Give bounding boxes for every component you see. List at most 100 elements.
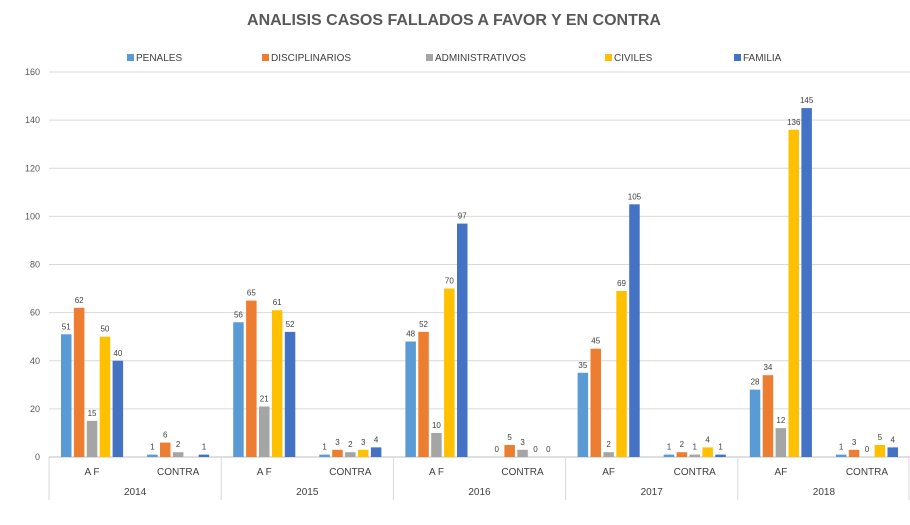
data-label: 52 xyxy=(286,320,295,329)
bar-civiles xyxy=(99,336,111,457)
x-group-label: 2016 xyxy=(468,487,491,498)
data-label: 0 xyxy=(533,445,538,454)
data-label: 45 xyxy=(591,337,600,346)
y-tick-label: 0 xyxy=(35,452,40,462)
data-label: 97 xyxy=(458,212,467,221)
data-label: 34 xyxy=(763,363,772,372)
x-category-label: A F xyxy=(429,467,444,478)
data-label: 1 xyxy=(150,443,155,452)
bar-disciplinarios xyxy=(676,452,688,457)
bar-civiles xyxy=(444,288,455,457)
bar-penales xyxy=(663,454,675,457)
gridlines xyxy=(49,71,910,458)
bar-civiles xyxy=(874,444,886,457)
data-label: 1 xyxy=(667,443,672,452)
x-category-label: CONTRA xyxy=(157,467,200,478)
x-category-label: A F xyxy=(257,467,272,478)
bar-penales xyxy=(835,454,847,457)
data-label: 51 xyxy=(62,322,71,331)
data-label: 0 xyxy=(495,445,500,454)
data-label: 52 xyxy=(419,320,428,329)
bar-familia xyxy=(198,454,210,457)
y-tick-label: 120 xyxy=(25,163,40,173)
data-label: 70 xyxy=(445,277,454,286)
x-category-label: AF xyxy=(774,467,787,478)
legend-swatch xyxy=(127,54,134,61)
legend-label: PENALES xyxy=(136,53,182,64)
data-label: 50 xyxy=(100,325,109,334)
bar-administrativos xyxy=(259,406,270,457)
legend: PENALES DISCIPLINARIOS ADMINISTRATIVOS CIVI… xyxy=(127,53,782,64)
y-tick-label: 60 xyxy=(30,308,40,318)
bar-penales xyxy=(405,341,416,457)
x-group-label: 2018 xyxy=(813,487,836,498)
data-label: 1 xyxy=(839,443,844,452)
bar-administrativos xyxy=(689,454,700,457)
bar-penales xyxy=(577,372,589,457)
legend-label: FAMILIA xyxy=(743,53,782,64)
bar-disciplinarios xyxy=(160,442,171,457)
bar-disciplinarios xyxy=(848,449,860,457)
bar-civiles xyxy=(271,310,283,457)
bar-administrativos xyxy=(86,420,98,457)
bar-penales xyxy=(749,389,761,457)
bar-familia xyxy=(112,360,124,457)
x-category-label: CONTRA xyxy=(674,467,717,478)
data-label: 28 xyxy=(751,378,760,387)
bar-familia xyxy=(629,204,640,457)
data-label: 4 xyxy=(705,435,710,444)
x-group-label: 2014 xyxy=(124,487,147,498)
legend-swatch xyxy=(734,54,741,61)
data-label: 6 xyxy=(163,431,168,440)
y-axis: 0 20 40 60 80 100 120 140 160 xyxy=(25,67,40,462)
legend-swatch xyxy=(262,54,269,61)
bar-administrativos xyxy=(603,452,614,457)
bar-familia xyxy=(801,108,812,457)
bar-disciplinarios xyxy=(246,300,257,457)
legend-label: CIVILES xyxy=(614,53,653,64)
data-label: 2 xyxy=(680,440,685,449)
data-label: 1 xyxy=(202,443,207,452)
data-label: 0 xyxy=(865,445,870,454)
bar-administrativos xyxy=(172,452,184,457)
data-label: 4 xyxy=(891,435,896,444)
data-label: 65 xyxy=(247,289,256,298)
bar-civiles xyxy=(788,129,799,457)
data-label: 1 xyxy=(693,443,698,452)
data-label: 5 xyxy=(507,433,512,442)
x-category-label: CONTRA xyxy=(329,467,372,478)
bar-administrativos xyxy=(345,452,356,457)
y-tick-label: 160 xyxy=(25,67,40,77)
y-tick-label: 100 xyxy=(25,211,40,221)
bar-familia xyxy=(887,447,898,457)
data-label: 136 xyxy=(787,118,801,127)
bar-civiles xyxy=(702,447,713,457)
legend-label: DISCIPLINARIOS xyxy=(271,53,351,64)
data-label: 15 xyxy=(88,409,97,418)
data-label: 40 xyxy=(113,349,122,358)
legend-swatch xyxy=(426,54,433,61)
data-label: 3 xyxy=(361,438,366,447)
bar-penales xyxy=(147,454,158,457)
x-group-label: 2017 xyxy=(641,487,664,498)
bar-penales xyxy=(233,322,244,457)
bar-penales xyxy=(61,334,72,457)
bar-penales xyxy=(319,454,330,457)
y-tick-label: 80 xyxy=(30,260,40,270)
x-group-label: 2015 xyxy=(296,487,319,498)
bar-disciplinarios xyxy=(418,331,429,457)
y-tick-label: 140 xyxy=(25,115,40,125)
bars xyxy=(61,108,898,457)
data-label: 105 xyxy=(628,192,642,201)
data-label: 21 xyxy=(260,394,269,403)
legend-label: ADMINISTRATIVOS xyxy=(435,53,526,64)
bar-administrativos xyxy=(431,432,442,457)
data-label: 62 xyxy=(75,296,84,305)
x-category-label: CONTRA xyxy=(501,467,544,478)
bar-administrativos xyxy=(517,449,528,457)
data-label: 4 xyxy=(374,435,379,444)
y-tick-label: 40 xyxy=(30,356,40,366)
bar-familia xyxy=(284,331,296,457)
